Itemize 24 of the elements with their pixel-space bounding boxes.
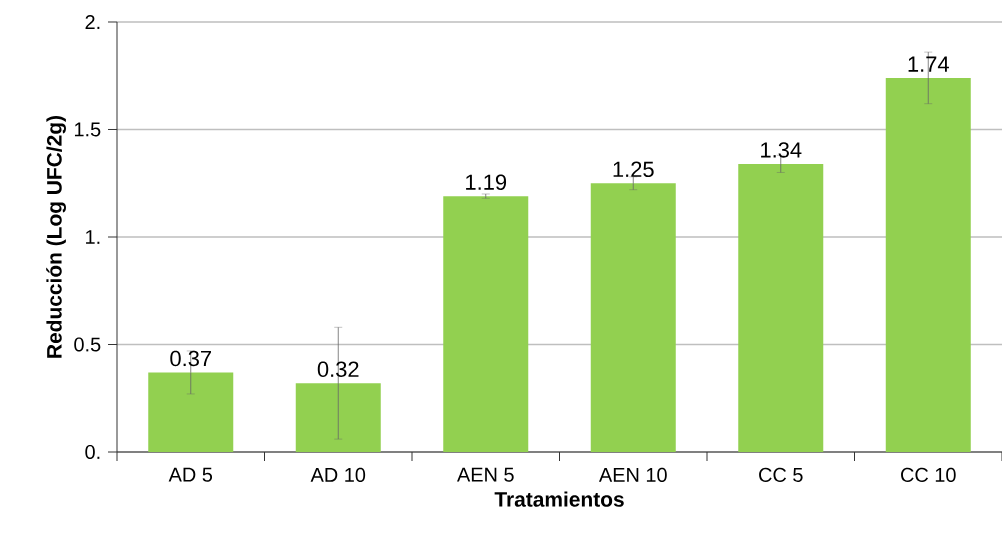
- data-label: 1.34: [761, 142, 802, 158]
- bar: [590, 183, 676, 452]
- data-label: 0.37: [170, 350, 211, 367]
- x-tick-label: AD 5: [168, 467, 213, 482]
- y-tick-label: 0.: [85, 444, 100, 460]
- y-axis-title: Reducción (Log UFC/2g): [46, 116, 66, 358]
- data-label: 1.25: [613, 161, 654, 178]
- bar: [885, 77, 971, 452]
- y-tick-label: 1.5: [74, 122, 101, 137]
- bar: [148, 372, 234, 452]
- x-tick-label: AEN 10: [598, 467, 667, 482]
- data-label: 1.19: [466, 174, 507, 190]
- bar: [443, 196, 529, 452]
- bar: [738, 163, 824, 452]
- x-tick-label: CC 5: [759, 467, 803, 482]
- data-label: 0.32: [317, 361, 359, 377]
- y-tick-label: 1.: [86, 230, 100, 244]
- data-label: 1.74: [908, 56, 949, 72]
- x-tick-label: AEN 5: [456, 467, 514, 482]
- y-tick-label: 2.: [85, 15, 100, 29]
- x-tick-label: CC 10: [901, 467, 956, 482]
- x-axis-title: Tratamientos: [494, 491, 624, 507]
- x-tick-label: AD 10: [310, 467, 366, 482]
- y-tick-label: 0.5: [74, 337, 101, 352]
